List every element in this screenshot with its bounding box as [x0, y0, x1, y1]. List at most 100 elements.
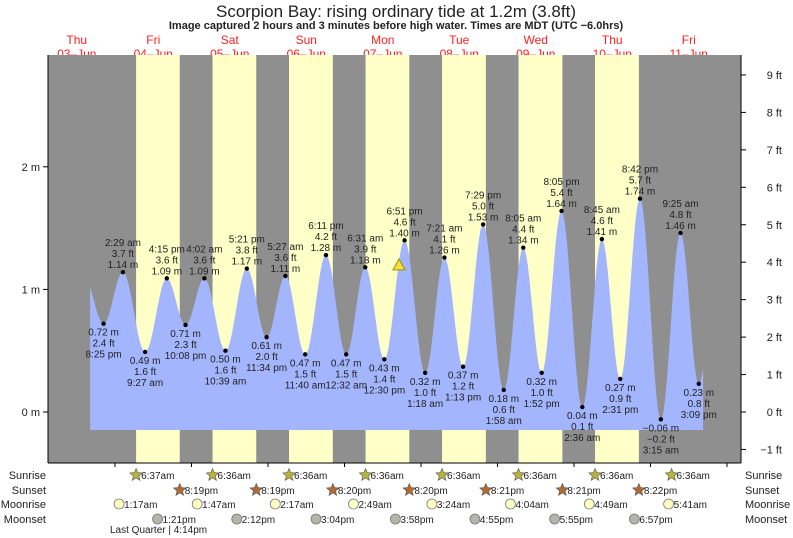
sunset-star-icon [478, 482, 493, 496]
tide-high-m: 1.26 m [429, 246, 460, 257]
tide-high-m: 1.18 m [350, 255, 381, 266]
tide-point [264, 335, 269, 340]
right-tick-label: 2 ft [767, 332, 782, 344]
tide-high-m: 1.09 m [152, 266, 183, 277]
moonrise-icon [113, 498, 125, 510]
moonset-icon [469, 513, 481, 525]
tide-point [223, 348, 228, 353]
sunset-row-label: Sunset [12, 485, 46, 497]
sunrise-time: 6:36am [218, 471, 251, 482]
tide-high-time: 6:51 pm [387, 206, 423, 217]
tide-extrema-labels: 0.72 m2.4 ft8:25 pm 2:29 am3.7 ft1.14 m 0.… [86, 165, 717, 457]
tide-point [142, 349, 148, 355]
tide-high-time: 4:02 am [186, 244, 222, 255]
day-label-dow: Wed [524, 33, 548, 47]
tide-low-time: 1:52 pm [524, 399, 560, 410]
sunset-time: 8:19pm [185, 486, 218, 497]
tide-low-time: 1:13 pm [445, 393, 481, 404]
tide-high-time: 9:25 am [662, 199, 698, 210]
tide-high-m: 1.09 m [189, 266, 220, 277]
tide-high-ft: 3.6 ft [274, 253, 296, 264]
tide-low-ft: 0.6 ft [493, 405, 515, 416]
tide-point [696, 381, 701, 387]
day-label-dow: Mon [371, 33, 394, 47]
sunrise-time: 6:37am [141, 471, 174, 482]
moonset-row-label: Moonset [4, 514, 46, 526]
moonrise-icon [663, 498, 675, 510]
day-label-dow: Thu [66, 33, 87, 47]
tide-high-time: 2:29 am [105, 238, 141, 249]
tide-point [480, 222, 486, 227]
tide-low-m: 0.43 m [369, 363, 400, 374]
tide-low-ft: 1.5 ft [294, 369, 316, 380]
moonset-icon [549, 513, 561, 525]
tide-high-ft: 5.7 ft [629, 176, 651, 187]
current-tide-marker [392, 257, 406, 271]
sunrise-star-icon [435, 467, 449, 481]
moonset-icon [310, 513, 322, 525]
sunrise-time: 6:36am [600, 471, 633, 482]
tide-point [637, 196, 643, 201]
tide-point [422, 370, 428, 375]
tide-high-m: 1.74 m [625, 187, 656, 198]
chart-subtitle: Image captured 2 hours and 3 minutes bef… [169, 20, 624, 32]
moonset-icon [231, 513, 243, 525]
tide-low-ft: 0.1 ft [571, 422, 593, 433]
tide-low-ft: 2.3 ft [174, 340, 196, 351]
sunset-time: 8:21pm [567, 486, 600, 497]
moonrise-row-label: Moonrise [1, 499, 46, 511]
tide-high-m: 1.17 m [232, 257, 263, 268]
tide-high-ft: 5.4 ft [550, 188, 572, 199]
tide-point [521, 245, 526, 250]
sunset-star-icon [325, 482, 340, 496]
tide-low-m: 0.32 m [526, 377, 557, 388]
tide-point [460, 364, 466, 369]
tide-low-time: 8:25 pm [86, 350, 122, 361]
tide-low-time: 3:09 pm [681, 410, 717, 421]
tide-point [559, 208, 564, 214]
tide-high-time: 5:21 pm [229, 235, 265, 246]
moonrise-icon [191, 498, 203, 510]
right-tick-label: 7 ft [767, 145, 782, 157]
sunrise-time: 6:36am [447, 471, 480, 482]
tide-low-ft: 2.0 ft [255, 352, 277, 363]
almanac-rows: Sunrise Sunrise 6:37am 6:36am 6:36am 6:36am 6:… [1, 467, 790, 536]
right-tick-label: 6 ft [767, 182, 782, 194]
day-label-dow: Fri [146, 33, 160, 47]
sunrise-star-icon [511, 467, 526, 481]
sunset-star-icon [172, 482, 187, 496]
tide-high-m: 1.53 m [468, 212, 499, 223]
tide-low-m: 0.71 m [170, 329, 201, 340]
tide-point [678, 230, 683, 236]
sunrise-star-icon [664, 467, 679, 481]
tide-high-time: 7:21 am [426, 224, 462, 235]
chart-title: Scorpion Bay: rising ordinary tide at 1.… [216, 2, 576, 21]
tide-low-ft: 0.8 ft [688, 399, 710, 410]
tide-point [164, 276, 169, 281]
sunrise-star-icon [205, 467, 220, 481]
tide-low-m: 0.18 m [488, 394, 519, 405]
tide-high-time: 6:31 am [347, 233, 383, 244]
tide-point [363, 265, 368, 270]
day-label-dow: Sat [221, 33, 240, 47]
right-tick-label: −1 ft [760, 444, 782, 456]
tide-point [442, 255, 447, 260]
sunset-time: 8:21pm [491, 486, 524, 497]
sunset-star-icon [402, 482, 417, 496]
moonset-icon [389, 513, 401, 525]
tide-low-ft: 1.0 ft [414, 388, 436, 399]
tide-point [183, 322, 188, 328]
sunset-row-label-right: Sunset [745, 485, 779, 497]
tide-point [202, 276, 207, 281]
tide-high-m: 1.40 m [389, 228, 420, 239]
sunrise-time: 6:36am [294, 471, 327, 482]
tide-high-time: 8:45 am [584, 205, 620, 216]
tide-high-m: 1.46 m [665, 221, 696, 232]
tide-low-time: 3:15 am [643, 445, 679, 456]
tide-point [120, 270, 126, 275]
tide-high-ft: 4.6 ft [591, 216, 613, 227]
sunset-time: 8:22pm [644, 486, 677, 497]
tide-point [283, 273, 288, 279]
tide-point [599, 236, 605, 242]
tide-low-m: 0.32 m [410, 377, 441, 388]
